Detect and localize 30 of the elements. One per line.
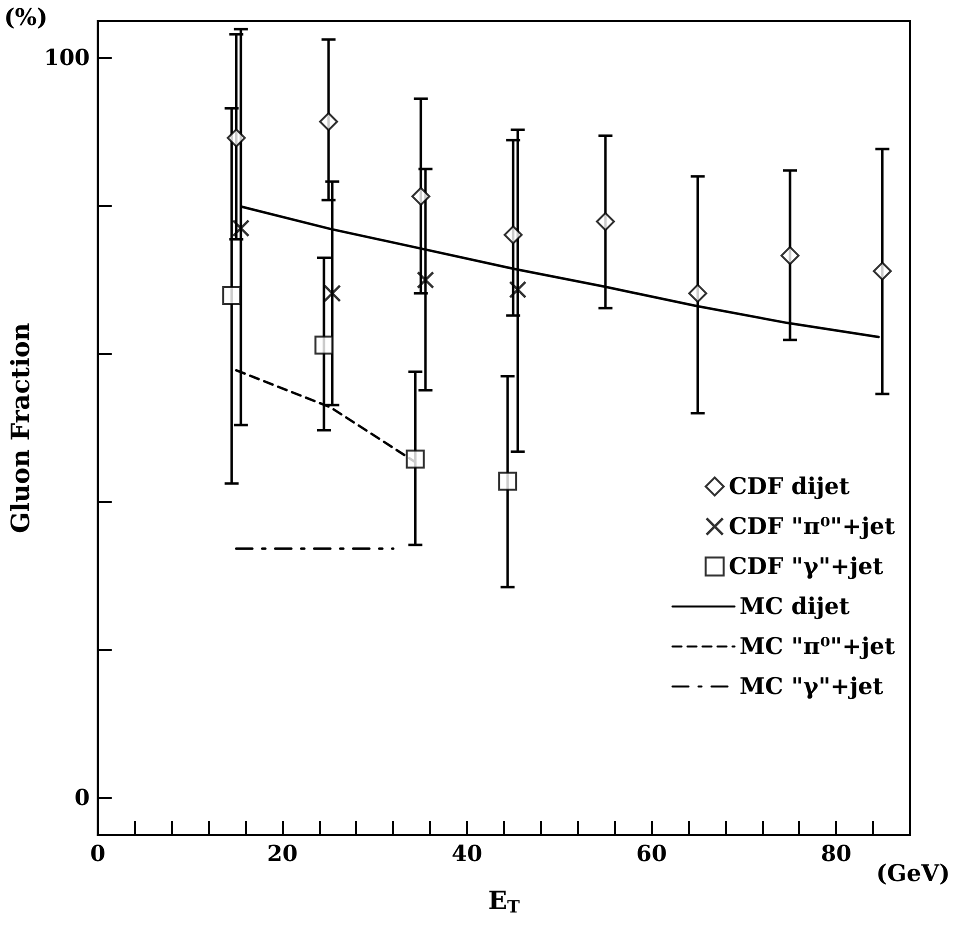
x-tick-label: 60 (636, 841, 667, 867)
point (232, 220, 250, 237)
point (226, 128, 246, 148)
legend-label: MC "γ"+jet (740, 673, 884, 700)
legend-label: CDF "π⁰"+jet (728, 513, 896, 540)
point (872, 262, 892, 281)
legend-label: MC dijet (740, 593, 850, 620)
point (406, 450, 425, 469)
y-tick-label: 100 (44, 45, 90, 71)
point (319, 112, 338, 132)
legend-label: MC "π⁰"+jet (740, 633, 896, 660)
legend-label: CDF "γ"+jet (728, 553, 884, 580)
point (509, 281, 526, 298)
point (324, 284, 341, 302)
legend-label: CDF dijet (728, 473, 850, 500)
point (222, 286, 242, 306)
y-axis-title: Gluon Fraction (6, 322, 35, 534)
point (596, 212, 615, 232)
point (780, 246, 800, 266)
text: (%) (4, 4, 48, 31)
point (314, 336, 334, 355)
point (411, 186, 430, 206)
x-tick-label: 80 (820, 841, 852, 867)
x-tick-label: 20 (267, 841, 298, 867)
x-tick-label: 40 (452, 841, 482, 867)
point (498, 472, 518, 491)
text: (GeV) (876, 860, 950, 887)
point (688, 284, 708, 303)
point (504, 225, 523, 244)
point (416, 272, 434, 288)
